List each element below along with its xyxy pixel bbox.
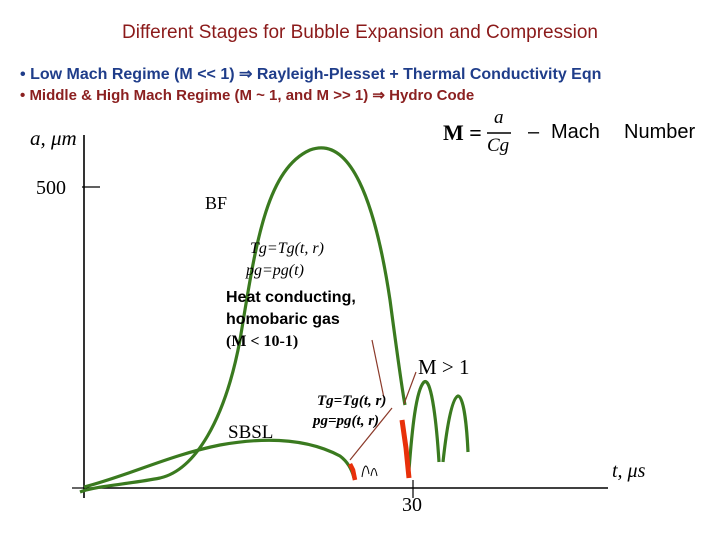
implies-icon: ⇒ [239, 66, 253, 83]
bullet-low-mach: • Low Mach Regime (M << 1) ⇒ Rayleigh-Pl… [20, 64, 601, 84]
m-gt-1-leader-line [403, 371, 417, 405]
homobaric-gas-label: homobaric gas [226, 311, 340, 328]
formula-word-mach: Mach [551, 121, 600, 143]
sbsl-leader-line [349, 407, 393, 461]
heat-pressure-eq: pg=pg(t) [246, 262, 304, 279]
bf-collapse-highlight [399, 419, 412, 479]
formula-denominator: Cg [487, 135, 510, 156]
rebound-2-curve [441, 394, 470, 463]
bf-label: BF [205, 193, 228, 213]
x-tick-label: 30 [402, 494, 422, 516]
bullet-marker: • [20, 66, 26, 83]
heat-conducting-label: Heat conducting, [226, 289, 356, 306]
y-axis-label: a, μm [30, 126, 77, 150]
bullet-high-result: Hydro Code [389, 87, 475, 104]
bullet-marker: • [20, 87, 26, 104]
sbsl-pressure-eq: pg=pg(t, r) [313, 413, 380, 429]
sbsl-collapse-highlight [347, 462, 358, 481]
bullet-low-result: Rayleigh-Plesset + Thermal Conductivity … [256, 66, 602, 83]
bf-expansion-curve [79, 146, 407, 494]
sbsl-label: SBSL [228, 422, 274, 443]
rebound-1-curve [407, 380, 441, 471]
page-title: Different Stages for Bubble Expansion an… [122, 22, 598, 43]
formula-lhs: M = [443, 120, 482, 145]
m-gt-1-label: M > 1 [418, 355, 470, 379]
low-mach-condition: (M < 10-1) [226, 333, 299, 350]
heat-temperature-eq: Tg=Tg(t, r) [250, 240, 324, 257]
bullet-high-text: Middle & High Mach Regime (M ~ 1, and M … [29, 87, 369, 104]
heat-leader-line [371, 339, 385, 399]
bullet-low-text: Low Mach Regime (M << 1) [30, 66, 235, 83]
sbsl-rebound-marks [361, 465, 378, 478]
formula-word-number: Number [624, 121, 696, 143]
formula-dash: – [528, 121, 540, 143]
y-tick-label: 500 [36, 177, 66, 199]
bullet-high-mach: • Middle & High Mach Regime (M ~ 1, and … [20, 86, 474, 104]
sbsl-temperature-eq: Tg=Tg(t, r) [317, 393, 387, 409]
formula-numerator: a [494, 107, 504, 128]
implies-icon: ⇒ [372, 87, 385, 104]
sbsl-curve [83, 438, 356, 489]
x-axis-label: t, μs [612, 460, 646, 482]
